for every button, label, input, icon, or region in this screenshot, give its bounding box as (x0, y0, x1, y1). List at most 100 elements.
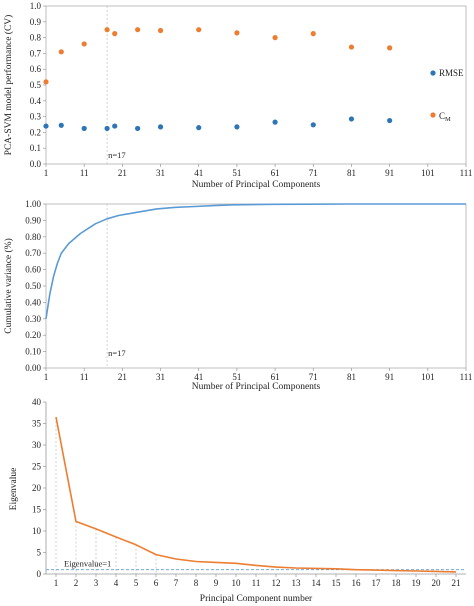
y-tick-label: 40 (32, 397, 42, 407)
y-tick-label: 0.20 (25, 330, 41, 340)
x-tick-label: 13 (292, 578, 302, 588)
chart-2-reference-label: n=17 (108, 348, 126, 358)
y-tick-label: 0.1 (30, 143, 41, 153)
chart-3-y-axis-label: Eigenvalue (9, 468, 19, 511)
x-tick-label: 9 (214, 578, 219, 588)
point-cm-25 (135, 27, 141, 33)
y-tick-label: 0.7 (30, 48, 42, 58)
y-tick-label: 25 (32, 462, 42, 472)
legend-rmse-label: RMSE (439, 68, 464, 78)
x-tick-label: 101 (421, 168, 435, 178)
x-tick-label: 21 (118, 168, 127, 178)
x-tick-label: 18 (392, 578, 402, 588)
x-tick-label: 12 (272, 578, 281, 588)
point-cm-81 (348, 44, 355, 50)
y-tick-label: 5 (37, 548, 42, 558)
point-cm-1 (43, 79, 49, 85)
point-cm-41 (196, 27, 202, 33)
point-rmse-31 (157, 124, 164, 130)
x-tick-label: 51 (232, 168, 241, 178)
chart-3-axes (45, 402, 466, 575)
y-tick-label: 0.30 (25, 314, 41, 324)
y-tick-label: 15 (32, 505, 42, 515)
x-tick-label: 2 (74, 578, 79, 588)
chart-3-marks (55, 416, 457, 573)
x-tick-label: 61 (271, 168, 280, 178)
chart-2-y-axis-label: Cumulative variance (%) (3, 238, 14, 334)
y-tick-label: 0.90 (25, 215, 41, 225)
legend-rmse-marker (430, 70, 436, 76)
x-tick-label: 3 (94, 578, 99, 588)
chart-1-y-axis-label: PCA-SVM model performance (CV) (3, 15, 14, 156)
x-tick-label: 6 (154, 578, 159, 588)
x-tick-label: 41 (194, 372, 203, 382)
y-tick-label: 0.40 (25, 297, 41, 307)
chart-3-x-axis-label: Principal Component number (200, 594, 313, 604)
x-tick-label: 21 (452, 578, 461, 588)
point-rmse-5 (58, 122, 64, 128)
point-rmse-41 (196, 125, 202, 131)
x-tick-label: 10 (232, 578, 242, 588)
x-tick-label: 81 (347, 168, 356, 178)
y-tick-label: 0.50 (25, 281, 41, 291)
point-rmse-1 (43, 123, 49, 129)
chart-2-plot-frame (45, 203, 467, 369)
x-tick-label: 61 (271, 372, 280, 382)
y-tick-label: 0.70 (25, 248, 41, 258)
x-tick-label: 71 (309, 168, 318, 178)
eigenvalue-line (55, 416, 457, 573)
point-cm-19 (112, 31, 118, 37)
x-tick-label: 31 (156, 372, 165, 382)
legend-cm-label: CM (439, 111, 451, 123)
y-tick-label: 20 (32, 483, 42, 493)
x-tick-label: 41 (194, 168, 203, 178)
point-rmse-11 (81, 125, 87, 132)
point-cm-51 (234, 30, 240, 36)
point-rmse-81 (348, 116, 355, 122)
x-tick-label: 91 (385, 372, 394, 382)
y-tick-label: 30 (32, 440, 42, 450)
y-tick-label: 10 (32, 526, 42, 536)
chart-1-reference-label: n=17 (108, 150, 126, 160)
chart-3-tick-group: 1 2 3 4 5 6 7 8 9 10 11 12 13 14 15 16 17 18 19 20 210510152… (32, 397, 461, 588)
point-cm-91 (387, 45, 393, 51)
y-tick-label: 35 (32, 419, 42, 429)
chart-3: 1 2 3 4 5 6 7 8 9 10 11 12 13 14 15 16 17 18 19 20 210510152… (9, 397, 466, 604)
x-tick-label: 19 (412, 578, 422, 588)
point-cm-71 (310, 31, 316, 37)
x-tick-label: 111 (460, 372, 473, 382)
x-tick-label: 101 (421, 372, 435, 382)
chart-1-x-axis-label: Number of Principal Components (192, 179, 321, 190)
x-tick-label: 111 (460, 168, 473, 178)
legend-cm-marker (430, 112, 436, 118)
y-tick-label: 0.8 (30, 33, 42, 43)
point-rmse-25 (135, 125, 141, 132)
x-tick-label: 71 (309, 372, 318, 382)
x-tick-label: 11 (252, 578, 261, 588)
x-tick-label: 1 (54, 578, 59, 588)
x-tick-label: 16 (352, 578, 362, 588)
chart-1-marks (43, 27, 393, 132)
chart-2: 1 11 21 31 41 51 61 71 81 91 101 1110.000.100.200.3… (3, 199, 472, 392)
chart-3-reference-label: Eigenvalue=1 (64, 559, 111, 569)
x-tick-label: 5 (134, 578, 139, 588)
x-tick-label: 21 (118, 372, 127, 382)
x-tick-label: 31 (156, 168, 165, 178)
y-tick-label: 0.0 (30, 159, 42, 169)
point-cm-5 (58, 49, 64, 55)
x-tick-label: 8 (194, 578, 199, 588)
point-cm-11 (81, 41, 87, 47)
x-tick-label: 81 (347, 372, 356, 382)
point-rmse-91 (387, 117, 393, 124)
y-tick-label: 0.5 (30, 80, 42, 90)
x-tick-label: 4 (114, 578, 119, 588)
y-tick-label: 0.80 (25, 232, 41, 242)
point-cm-17 (104, 27, 110, 33)
y-tick-label: 0.00 (25, 363, 41, 373)
legend-cm-letter: C (439, 111, 445, 121)
y-tick-label: 0.10 (25, 347, 41, 357)
y-tick-label: 0 (37, 569, 42, 579)
point-rmse-51 (234, 124, 240, 130)
x-tick-label: 11 (80, 168, 89, 178)
